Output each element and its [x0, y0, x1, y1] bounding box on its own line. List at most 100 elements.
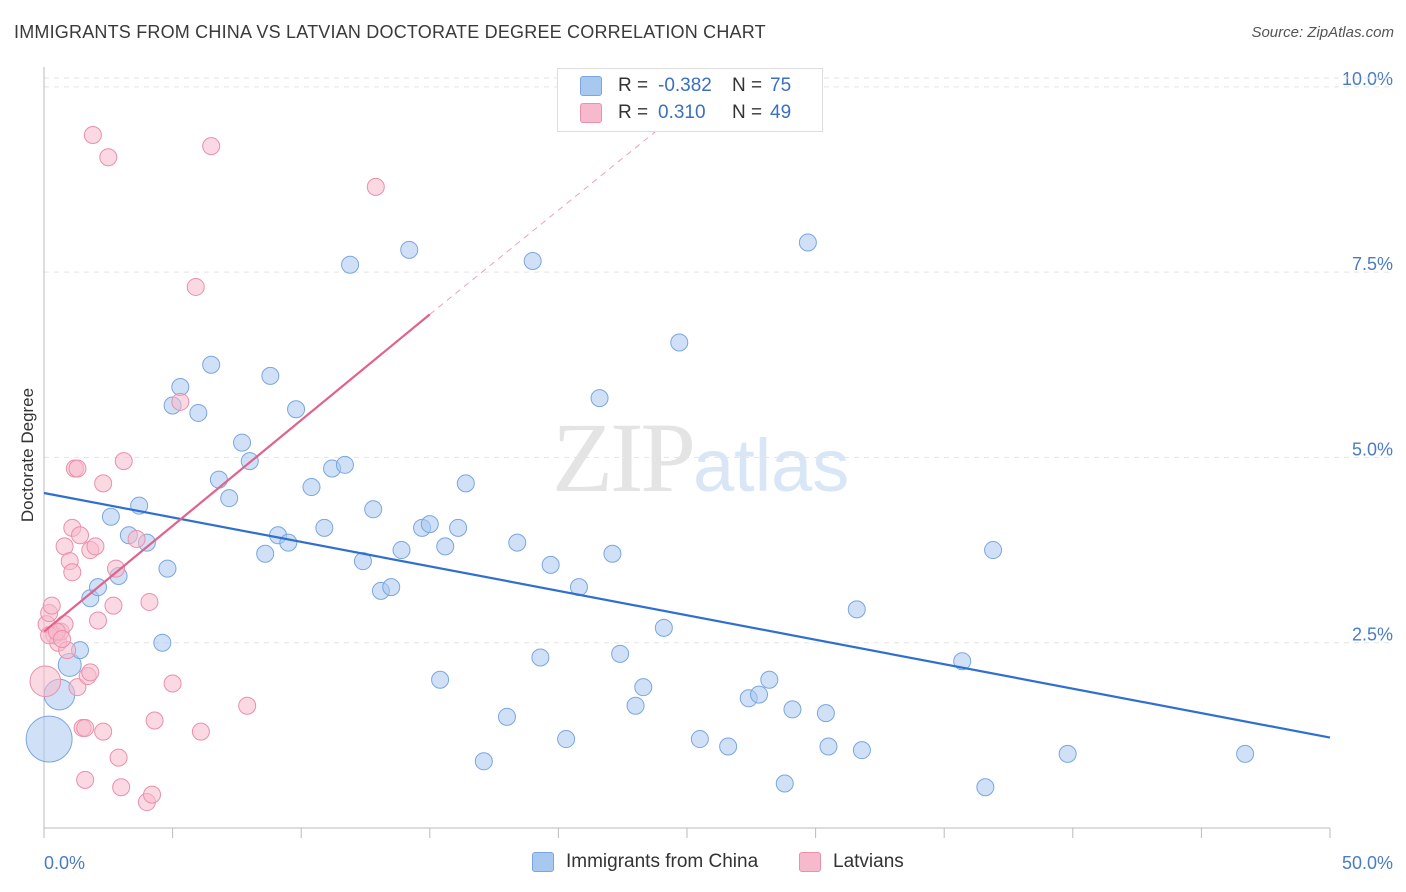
latvian-point [143, 785, 162, 804]
latvian-point [145, 711, 164, 730]
latvian-point [68, 678, 87, 697]
watermark-atlas: atlas [693, 424, 850, 507]
china-point [654, 618, 673, 637]
latvian-point [171, 392, 190, 411]
latvian-point [114, 452, 133, 471]
china-point [497, 707, 516, 726]
legend-row-china: R = -0.382 N = 75 [580, 73, 791, 99]
chart-title: IMMIGRANTS FROM CHINA VS LATVIAN DOCTORA… [14, 22, 766, 42]
china-point [557, 730, 576, 749]
latvian-point [238, 696, 257, 715]
latvian-point [191, 722, 210, 741]
china-point [220, 489, 239, 508]
y-tick-label: 5.0% [1352, 439, 1393, 459]
n-value: 49 [770, 102, 792, 123]
china-point [153, 633, 172, 652]
r-label: R = [618, 75, 649, 96]
latvian-point [104, 596, 123, 615]
china-point [541, 555, 560, 574]
china-point [382, 578, 401, 597]
latvian-point [99, 148, 118, 167]
china-legend-swatch [532, 852, 554, 872]
china-point [335, 455, 354, 474]
china-point [420, 515, 439, 534]
china-point [287, 400, 306, 419]
china-point [1236, 744, 1255, 763]
r-value: -0.382 [658, 75, 712, 96]
china-point [436, 537, 455, 556]
latvian-point [68, 459, 87, 478]
latvian-point [76, 770, 95, 789]
china-swatch [580, 76, 602, 96]
china-point [760, 670, 779, 689]
china-point [531, 648, 550, 667]
china-point [508, 533, 527, 552]
china-point [634, 678, 653, 697]
latvian-point [81, 663, 100, 682]
source-credit: Source: ZipAtlas.com [1251, 24, 1394, 41]
y-tick-label: 2.5% [1352, 625, 1393, 645]
china-point [984, 541, 1003, 560]
latvian-point [163, 674, 182, 693]
latvian-point [202, 137, 221, 156]
latvian-point [94, 722, 113, 741]
latvian-point [29, 665, 62, 698]
china-point [474, 752, 493, 771]
china-point [302, 478, 321, 497]
latvian-point [186, 277, 205, 296]
latvian-point [127, 529, 146, 548]
latvian-point [42, 596, 61, 615]
china-point [1058, 744, 1077, 763]
china-point [816, 704, 835, 723]
china-point [431, 670, 450, 689]
china-point [25, 715, 73, 763]
series-legend: Immigrants from China Latvians [0, 851, 1406, 877]
china-point [449, 518, 468, 537]
china-point [158, 559, 177, 578]
china-point [364, 500, 383, 519]
china-point [400, 240, 419, 259]
latvian-point [71, 526, 90, 545]
legend-item-latvians[interactable]: Latvians [799, 851, 904, 873]
r-label: R = [618, 102, 649, 123]
china-point [690, 730, 709, 749]
latvian-point [107, 559, 126, 578]
china-point [852, 741, 871, 760]
latvian-point [83, 126, 102, 144]
china-point [750, 685, 769, 704]
china-point [233, 433, 252, 452]
china-point [626, 696, 645, 715]
latvians-legend-swatch [799, 852, 821, 872]
china-point [775, 774, 794, 793]
china-point [261, 366, 280, 385]
china-point [101, 507, 120, 526]
latvian-point [112, 778, 131, 797]
latvian-trendline [43, 313, 431, 633]
legend-label-latvians: Latvians [833, 851, 904, 872]
china-point [456, 474, 475, 493]
y-axis-label: Doctorate Degree [18, 388, 37, 522]
china-trendline [43, 491, 1331, 739]
china-point [279, 533, 298, 552]
y-tick-label: 10.0% [1342, 69, 1393, 89]
latvian-point [140, 592, 159, 611]
legend-label-china: Immigrants from China [566, 851, 759, 872]
latvian-point [366, 177, 385, 196]
china-point [719, 737, 738, 756]
china-point [315, 518, 334, 537]
china-point [783, 700, 802, 719]
n-label: N = [732, 102, 763, 123]
n-label: N = [732, 75, 763, 96]
latvians-swatch [580, 103, 602, 123]
legend-item-china[interactable]: Immigrants from China [532, 851, 758, 873]
china-point [341, 255, 360, 274]
y-tick-label: 7.5% [1352, 254, 1393, 274]
latvian-point [86, 537, 105, 556]
latvian-point [94, 474, 113, 493]
china-point [603, 544, 622, 563]
china-point [209, 470, 228, 489]
china-point [392, 541, 411, 560]
x-tick-label: 0.0% [44, 853, 85, 873]
stats-legend: R = -0.382 N = 75 R = 0.310 N = 49 [557, 68, 823, 132]
china-point [590, 389, 609, 408]
